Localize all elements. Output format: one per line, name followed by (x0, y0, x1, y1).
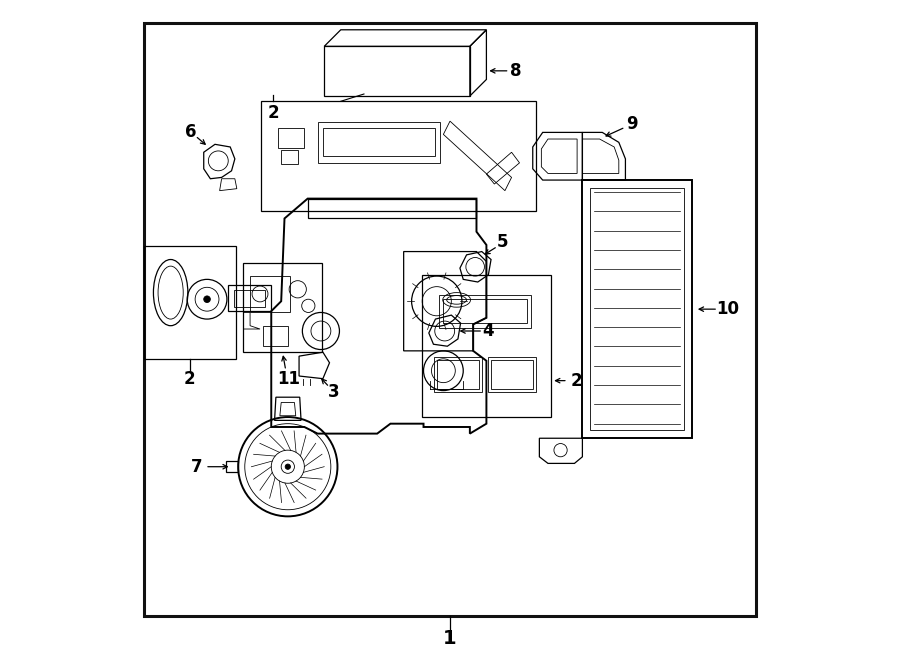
Bar (281, 150, 298, 164)
Text: 2: 2 (184, 369, 195, 388)
Bar (250, 276, 290, 312)
Text: 10: 10 (716, 300, 740, 318)
Bar (318, 122, 440, 163)
Text: 4: 4 (482, 322, 494, 340)
Bar (582, 180, 691, 438)
Text: 6: 6 (184, 123, 196, 142)
Bar (233, 290, 266, 307)
Text: 3: 3 (328, 383, 340, 401)
Bar (444, 299, 526, 323)
Text: 2: 2 (268, 104, 280, 122)
Bar (422, 275, 552, 417)
Bar (590, 188, 684, 430)
Bar (244, 263, 321, 352)
Bar (323, 128, 435, 156)
Bar (438, 295, 531, 328)
Bar (144, 23, 756, 616)
Text: 5: 5 (497, 233, 508, 252)
Bar (264, 326, 289, 346)
Bar (436, 360, 479, 389)
Circle shape (203, 296, 211, 303)
Text: 11: 11 (277, 369, 301, 388)
Bar (144, 246, 236, 359)
Bar (491, 360, 534, 389)
Text: 9: 9 (626, 115, 638, 134)
Bar (261, 101, 536, 211)
Bar (489, 357, 536, 392)
Text: 2: 2 (571, 371, 582, 390)
Bar (434, 357, 482, 392)
Bar (324, 46, 470, 96)
Text: 8: 8 (510, 62, 522, 80)
Text: 7: 7 (192, 457, 202, 476)
Text: 1: 1 (443, 630, 457, 648)
Circle shape (285, 464, 291, 469)
